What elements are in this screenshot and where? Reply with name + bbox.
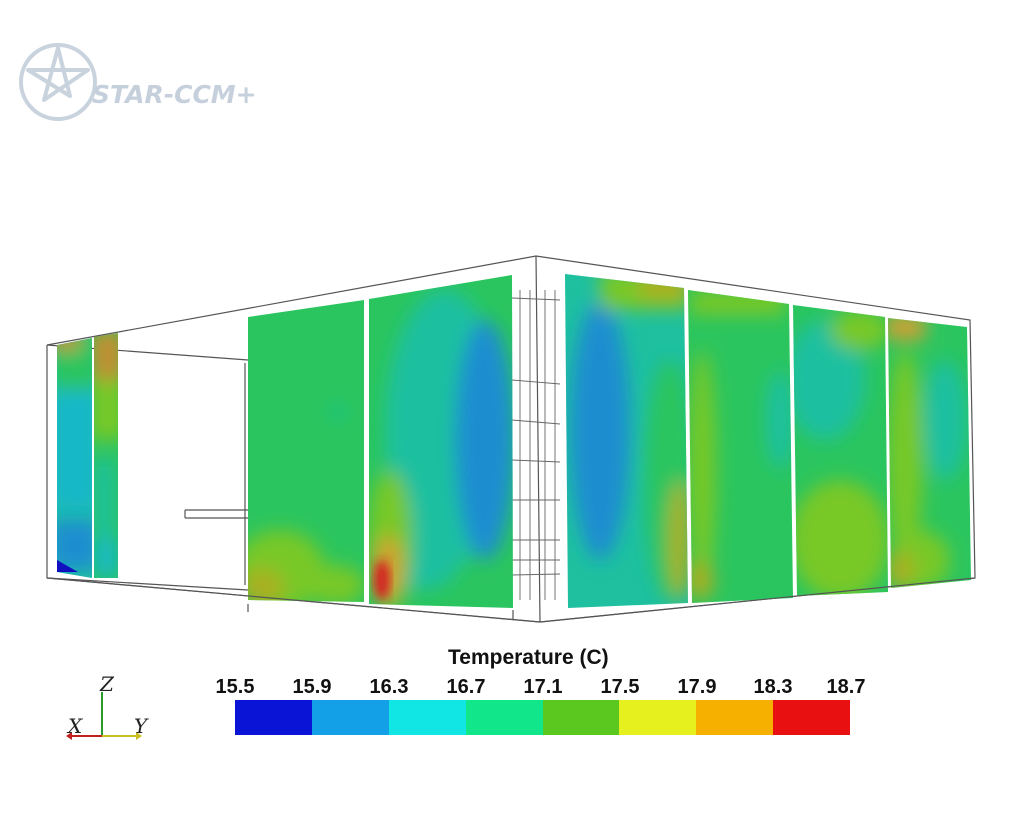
legend-tick: 15.5 — [215, 676, 255, 698]
legend-swatch — [696, 700, 774, 735]
axis-x-label: X — [68, 714, 83, 738]
legend-swatch — [311, 700, 389, 735]
legend-color-bar — [235, 700, 850, 735]
legend-swatch — [773, 700, 850, 735]
axis-y-label: Y — [134, 714, 148, 738]
front-edges — [46, 577, 976, 623]
panel-left-1 — [57, 338, 92, 578]
legend-tick: 16.7 — [446, 676, 486, 698]
legend-tick: 18.7 — [826, 676, 866, 698]
interior-frame — [511, 290, 561, 600]
legend-tick: 15.9 — [292, 676, 332, 698]
star-ccm-logo — [14, 38, 254, 128]
legend-tick: 16.3 — [369, 676, 409, 698]
panel-right-3 — [793, 305, 888, 596]
legend-tick: 17.5 — [600, 676, 640, 698]
panel-center-1 — [248, 300, 364, 602]
legend-tick: 17.1 — [523, 676, 563, 698]
panel-center-2 — [369, 275, 513, 608]
panel-left-2 — [94, 333, 118, 578]
logo-text: STAR-CCM+ — [92, 80, 257, 109]
legend-swatch — [388, 700, 466, 735]
axis-triad-icon — [66, 692, 142, 740]
legend-tick: 17.9 — [677, 676, 717, 698]
legend-swatch — [235, 700, 312, 735]
legend-swatch — [619, 700, 697, 735]
logo-star-icon — [19, 43, 97, 121]
legend-swatch — [465, 700, 543, 735]
legend-tick: 18.3 — [753, 676, 793, 698]
legend-tick-labels: 15.5 15.9 16.3 16.7 17.1 17.5 17.9 18.3 … — [0, 676, 1024, 702]
axis-triad: Z X Y — [60, 670, 160, 750]
panel-right-1 — [565, 274, 688, 608]
legend-swatch — [542, 700, 620, 735]
panel-right-2 — [688, 290, 793, 603]
axis-z-label: Z — [100, 672, 114, 696]
legend-title: Temperature (C) — [448, 646, 609, 669]
panel-right-4 — [888, 318, 971, 588]
